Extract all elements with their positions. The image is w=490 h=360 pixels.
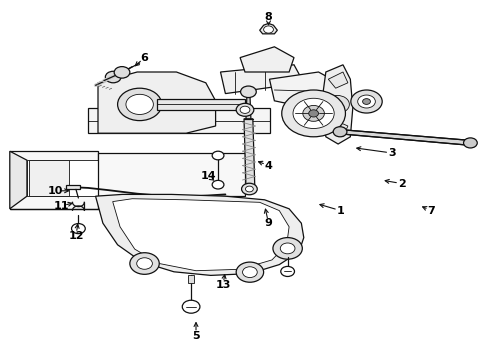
Polygon shape (27, 160, 98, 196)
Polygon shape (188, 275, 194, 283)
Polygon shape (270, 72, 338, 108)
Polygon shape (29, 160, 69, 196)
Polygon shape (157, 99, 245, 110)
Polygon shape (341, 130, 471, 145)
Text: 10: 10 (47, 186, 63, 196)
Circle shape (281, 266, 294, 276)
Circle shape (273, 238, 302, 259)
Text: 14: 14 (200, 171, 216, 181)
Circle shape (72, 224, 85, 234)
Circle shape (241, 86, 256, 98)
Circle shape (464, 138, 477, 148)
Circle shape (114, 67, 130, 78)
Circle shape (130, 253, 159, 274)
Circle shape (358, 95, 375, 108)
Polygon shape (66, 185, 80, 189)
Polygon shape (98, 72, 216, 133)
Circle shape (282, 90, 345, 137)
Text: 11: 11 (53, 201, 69, 211)
Text: 3: 3 (388, 148, 396, 158)
Polygon shape (98, 153, 245, 196)
Text: 4: 4 (265, 161, 272, 171)
Circle shape (264, 26, 273, 33)
Circle shape (240, 106, 250, 113)
Circle shape (118, 88, 162, 121)
Circle shape (126, 94, 153, 114)
Text: 8: 8 (265, 12, 272, 22)
Circle shape (303, 105, 324, 121)
Polygon shape (10, 151, 27, 209)
Circle shape (351, 90, 382, 113)
Circle shape (137, 258, 152, 269)
Circle shape (212, 180, 224, 189)
Polygon shape (113, 199, 289, 271)
Polygon shape (321, 65, 353, 144)
Circle shape (363, 99, 370, 104)
Polygon shape (246, 94, 251, 119)
Polygon shape (328, 121, 348, 137)
Circle shape (280, 243, 295, 254)
Polygon shape (240, 47, 294, 72)
Circle shape (333, 127, 347, 137)
Polygon shape (88, 108, 270, 133)
Polygon shape (220, 65, 304, 94)
Circle shape (242, 183, 257, 195)
Text: 7: 7 (427, 206, 435, 216)
Circle shape (293, 98, 334, 129)
Circle shape (182, 300, 200, 313)
Circle shape (236, 262, 264, 282)
Polygon shape (10, 151, 98, 209)
Polygon shape (96, 194, 304, 275)
Circle shape (212, 151, 224, 160)
Text: 13: 13 (215, 280, 231, 290)
Circle shape (325, 95, 349, 113)
Circle shape (105, 71, 121, 83)
Circle shape (309, 110, 318, 117)
Polygon shape (244, 119, 255, 187)
Circle shape (245, 186, 253, 192)
Text: 6: 6 (141, 53, 148, 63)
Circle shape (243, 267, 257, 278)
Text: 1: 1 (337, 206, 344, 216)
Text: 12: 12 (68, 231, 84, 241)
Text: 5: 5 (192, 330, 200, 341)
Polygon shape (328, 72, 348, 88)
Polygon shape (260, 23, 277, 34)
Text: 2: 2 (398, 179, 406, 189)
Text: 9: 9 (265, 218, 272, 228)
Circle shape (236, 103, 254, 116)
